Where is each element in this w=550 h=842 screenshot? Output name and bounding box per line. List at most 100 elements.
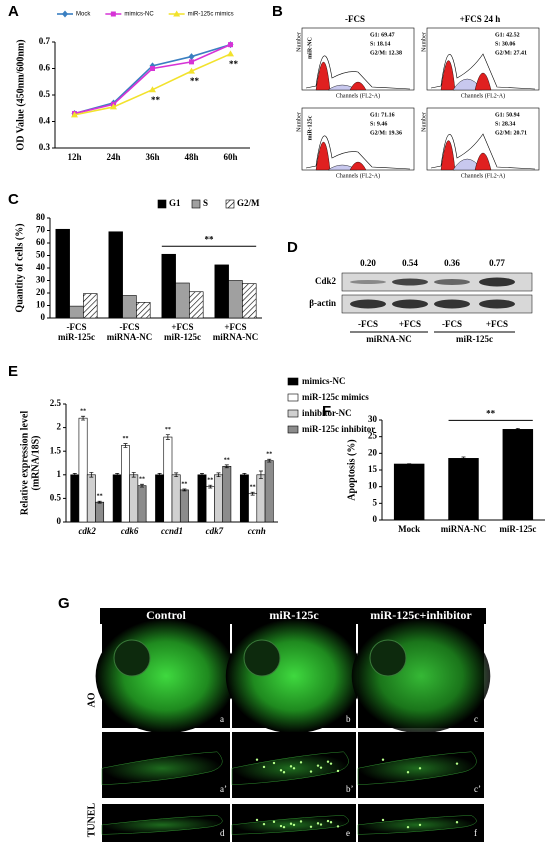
micrograph-letter: a (220, 714, 224, 724)
positive-cell (299, 761, 303, 764)
positive-cell (279, 824, 283, 828)
legend-label: G1 (169, 198, 181, 208)
y-tick-label: 1.5 (50, 445, 62, 455)
marker (188, 67, 195, 74)
micrograph-letter: b (346, 714, 351, 724)
positive-cell (299, 820, 303, 823)
error-bar (140, 483, 145, 488)
bar (239, 474, 249, 523)
error-bar (242, 473, 247, 477)
error-bar (131, 472, 136, 478)
positive-cell (289, 822, 293, 825)
x-tick-label: +FCS (171, 322, 193, 332)
panel-label: B (272, 3, 283, 20)
significance-label: ** (250, 485, 256, 491)
eye (369, 639, 407, 677)
legend-swatch (225, 199, 235, 209)
legend-swatch (287, 377, 299, 386)
x-tick-label: ccnh (248, 526, 266, 536)
row-label: miR-125c (307, 115, 313, 140)
positive-cell (319, 766, 323, 769)
error-bar (208, 484, 213, 489)
legend-label: miR-125c mimics (302, 392, 369, 402)
bar (129, 474, 139, 523)
bar (175, 282, 190, 319)
y-tick-label: 0.7 (39, 36, 51, 46)
y-tick-label: 80 (36, 212, 46, 222)
x-tick-label: miR-125c (58, 332, 95, 342)
y-tick-label: 0 (41, 312, 46, 322)
y-axis-label: OD Value (450nm/600nm) (15, 39, 26, 150)
positive-cell (381, 758, 385, 761)
g1-peak (315, 62, 331, 91)
micrograph-letter: f (474, 828, 477, 838)
positive-cell (262, 822, 266, 826)
cell-cycle-stat: S: 30.06 (495, 41, 515, 47)
error-bar (157, 473, 162, 477)
imaging-title-bar (100, 608, 486, 624)
bar (189, 291, 204, 319)
bar (78, 417, 88, 523)
g2-peak (349, 161, 367, 171)
blot-band (434, 299, 470, 309)
error-bar (174, 472, 179, 478)
bar (179, 489, 189, 523)
band-ratio: 0.36 (444, 258, 460, 268)
legend-label: miR-125c inhibitor (302, 424, 375, 434)
y-tick-label: 30 (36, 275, 46, 285)
significance-label: ** (229, 59, 239, 69)
row-label: AO (86, 692, 97, 707)
bar (214, 264, 229, 319)
column-title: Control (146, 608, 186, 622)
panel-label: E (8, 363, 18, 380)
micrograph-letter: d (220, 828, 225, 838)
error-bar (199, 473, 204, 477)
y-axis-label: Number (421, 32, 427, 52)
marker (71, 111, 78, 118)
legend-label: miR-125c mimics (188, 12, 234, 18)
marker (149, 86, 156, 93)
x-tick-label: 12h (67, 152, 81, 162)
legend-swatch (287, 425, 299, 434)
x-tick-label: miR-125c (164, 332, 201, 342)
positive-cell (282, 771, 286, 774)
y-tick-label: 5 (373, 497, 378, 507)
cell-cycle-stat: G1: 42.52 (495, 32, 520, 38)
x-tick-label: cdk6 (121, 526, 139, 536)
y-tick-label: 0 (373, 514, 378, 524)
marker (188, 53, 195, 61)
blot-band (479, 299, 515, 309)
significance-label: ** (207, 478, 213, 484)
y-tick-label: 2.5 (50, 398, 62, 408)
g2-peak (349, 81, 367, 91)
bar (448, 458, 479, 521)
positive-cell (329, 762, 333, 765)
group-label: miRNA-NC (366, 334, 412, 344)
positive-cell (262, 765, 266, 769)
x-tick-label: Mock (398, 524, 420, 534)
marker (62, 10, 68, 18)
blot-band (350, 299, 386, 309)
blot-band (392, 299, 428, 309)
cell-cycle-stat: S: 18.14 (370, 41, 390, 47)
error-bar (81, 415, 86, 421)
bar (70, 474, 80, 523)
significance-label: ** (165, 427, 171, 433)
column-title: miR-125c (269, 608, 319, 622)
y-tick-label: 50 (36, 250, 46, 260)
embryo-glow (95, 618, 237, 734)
x-tick-label: cdk7 (206, 526, 224, 536)
micrograph-letter: c (474, 714, 478, 724)
y-tick-label: 60 (36, 237, 46, 247)
positive-cell (289, 765, 293, 768)
g1-peak (315, 142, 331, 171)
positive-cell (336, 769, 340, 773)
bar (86, 474, 96, 523)
micrograph-letter: b’ (346, 784, 354, 794)
bar (155, 474, 165, 523)
positive-cell (282, 825, 286, 829)
legend-label: S (203, 198, 208, 208)
lane-label: -FCS (442, 319, 462, 329)
eye (113, 639, 151, 677)
